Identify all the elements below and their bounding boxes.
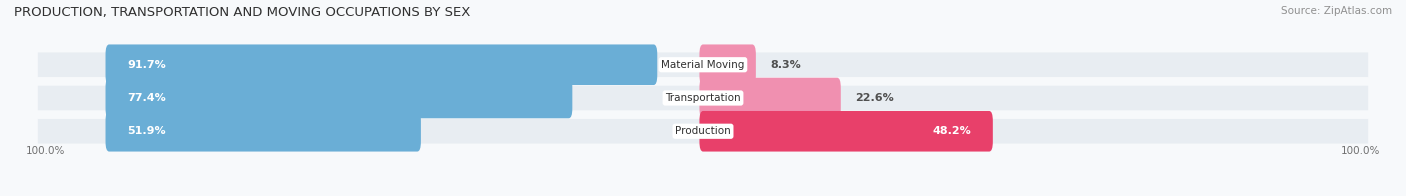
Text: 100.0%: 100.0%: [25, 146, 65, 156]
FancyBboxPatch shape: [105, 44, 657, 85]
Text: PRODUCTION, TRANSPORTATION AND MOVING OCCUPATIONS BY SEX: PRODUCTION, TRANSPORTATION AND MOVING OC…: [14, 6, 471, 19]
Text: 91.7%: 91.7%: [127, 60, 166, 70]
FancyBboxPatch shape: [38, 119, 1368, 143]
FancyBboxPatch shape: [105, 111, 420, 152]
Text: 8.3%: 8.3%: [770, 60, 801, 70]
Text: Source: ZipAtlas.com: Source: ZipAtlas.com: [1281, 6, 1392, 16]
FancyBboxPatch shape: [699, 78, 841, 118]
FancyBboxPatch shape: [699, 44, 756, 85]
Text: Transportation: Transportation: [665, 93, 741, 103]
FancyBboxPatch shape: [105, 78, 572, 118]
FancyBboxPatch shape: [38, 53, 1368, 77]
FancyBboxPatch shape: [38, 86, 1368, 110]
Text: 100.0%: 100.0%: [1341, 146, 1381, 156]
Text: 51.9%: 51.9%: [127, 126, 166, 136]
Text: 48.2%: 48.2%: [932, 126, 972, 136]
Text: 22.6%: 22.6%: [855, 93, 894, 103]
Text: Production: Production: [675, 126, 731, 136]
Text: Material Moving: Material Moving: [661, 60, 745, 70]
Text: 77.4%: 77.4%: [127, 93, 166, 103]
FancyBboxPatch shape: [699, 111, 993, 152]
